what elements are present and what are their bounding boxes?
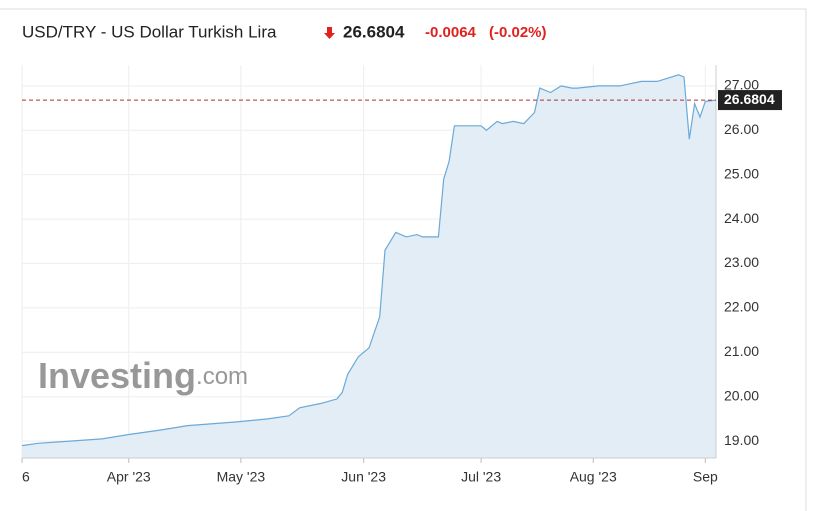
down-arrow	[324, 27, 335, 39]
x-tick-label: Aug '23	[570, 469, 617, 485]
y-tick-label: 24.00	[724, 210, 759, 226]
x-tick-label: May '23	[217, 469, 266, 485]
area-fill	[22, 74, 716, 459]
price-line	[21, 74, 717, 447]
y-tick-label: 25.00	[724, 165, 759, 181]
watermark: Investing.com	[38, 355, 248, 396]
x-tick-label: 6	[22, 469, 30, 485]
y-tick-label: 27.00	[724, 77, 759, 93]
y-tick-label: 26.00	[724, 121, 759, 137]
y-tick-label: 20.00	[724, 387, 759, 403]
y-tick-label: 21.00	[724, 343, 759, 359]
last-price-box	[718, 90, 782, 111]
x-tick-label: Jun '23	[341, 469, 386, 485]
x-tick-label: Apr '23	[107, 469, 151, 485]
x-tick-label: Sep	[693, 469, 718, 485]
change: -0.0064	[425, 24, 477, 41]
y-tick-label: 22.00	[724, 299, 759, 315]
last-price-label: 26.6804	[724, 91, 775, 107]
y-tick-label: 23.00	[724, 254, 759, 270]
change-pct: (-0.02%)	[489, 24, 547, 41]
x-tick-label: Jul '23	[461, 469, 501, 485]
y-tick-label: 19.00	[724, 432, 759, 448]
price: 26.6804	[343, 22, 405, 41]
title: USD/TRY - US Dollar Turkish Lira	[22, 22, 277, 41]
